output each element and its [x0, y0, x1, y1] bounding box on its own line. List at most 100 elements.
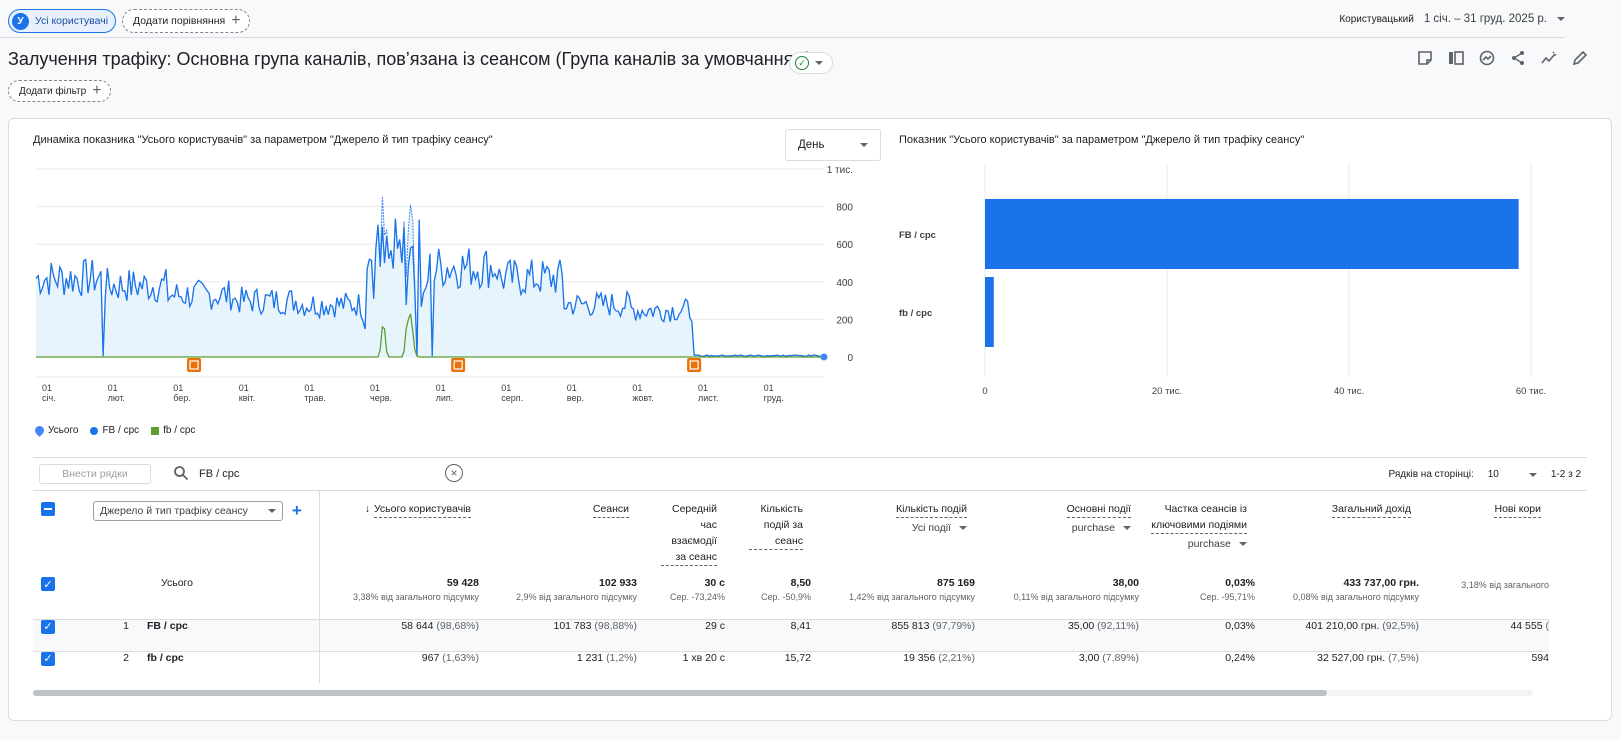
- date-range-picker[interactable]: Користувацький 1 січ. – 31 груд. 2025 р.: [1339, 13, 1565, 25]
- granularity-value: День: [798, 139, 825, 151]
- x-tick-day: 01: [370, 383, 380, 393]
- cell-value: 1 231: [576, 651, 604, 664]
- legend-item-fb-cpc-lower[interactable]: fb / cpc: [151, 425, 195, 436]
- cell-value: 32 527,00 грн.: [1317, 651, 1386, 664]
- table-row[interactable]: ✓ 1 FB / cpc 58 644 (98,68%) 101 783 (98,88%…: [33, 618, 1549, 651]
- col-label: Усього користувачів: [373, 501, 471, 518]
- insights-icon[interactable]: [1478, 49, 1496, 67]
- trend-icon[interactable]: [1540, 49, 1558, 67]
- totals-subtext: Сер. -50,9%: [760, 592, 811, 602]
- totals-cell: 8,50 Сер. -50,9%: [725, 577, 811, 619]
- x-tick-month: груд.: [764, 393, 784, 403]
- granularity-dropdown[interactable]: День: [785, 129, 881, 161]
- chevron-down-icon: [959, 526, 967, 530]
- date-range-label: 1 січ. – 31 груд. 2025 р.: [1423, 13, 1547, 25]
- row-checkbox[interactable]: ✓: [41, 651, 55, 666]
- header-divider: [0, 37, 1565, 38]
- series-line-fb-cpc-lower: [36, 313, 824, 358]
- totals-value: 433 737,00 грн.: [1343, 577, 1419, 589]
- search-input[interactable]: FB / cpc: [199, 468, 240, 480]
- col-header-total-revenue[interactable]: Загальний дохід: [1255, 491, 1419, 577]
- legend-item-total[interactable]: Усього: [33, 424, 78, 437]
- row-metric-cell: 15,72: [725, 650, 811, 683]
- table-search[interactable]: FB / cpc ×: [173, 462, 463, 486]
- col-header-new-users[interactable]: Нові кори: [1419, 491, 1549, 577]
- legend-label: FB / cpc: [102, 425, 140, 436]
- col-header-sessions[interactable]: Сеанси: [479, 491, 637, 577]
- row-select-cell: ✓: [33, 618, 93, 651]
- row-metric-cell: 0,24%: [1139, 650, 1255, 683]
- totals-checkbox[interactable]: ✓: [41, 577, 55, 591]
- x-tick-label: 40 тис.: [1334, 386, 1364, 397]
- col-header-key-events[interactable]: Основні події purchase: [975, 491, 1139, 577]
- event-filter-dropdown[interactable]: Усі події: [811, 522, 967, 534]
- add-rows-button[interactable]: Вн­ести рядки: [39, 464, 151, 484]
- dot-icon: [90, 426, 99, 435]
- edit-icon[interactable]: [1571, 49, 1589, 67]
- totals-subtext: 0,08% від загального підсумку: [1292, 592, 1419, 602]
- note-icon[interactable]: [1416, 49, 1434, 67]
- x-tick-month: квіт.: [239, 393, 255, 403]
- dimension-dropdown[interactable]: Джерело й тип трафіку сеансу: [93, 501, 283, 521]
- y-tick-label: 200: [836, 315, 853, 326]
- cell-percent: (98,68%): [436, 619, 479, 632]
- date-mode-label: Користувацький: [1339, 13, 1414, 25]
- add-dimension-icon[interactable]: +: [291, 501, 302, 520]
- clear-search-icon[interactable]: ×: [445, 464, 463, 482]
- col-header-session-key-rate[interactable]: Частка сеансів із ключовими подіями purch…: [1139, 491, 1255, 577]
- totals-subtext: 1,42% від загального підсумку: [848, 592, 975, 602]
- rate-filter-dropdown[interactable]: purchase: [1139, 538, 1247, 550]
- totals-value: 59 428: [446, 577, 479, 589]
- row-metric-cell: 3,00 (7,89%): [975, 650, 1139, 683]
- check-circle-icon: ✓: [795, 56, 809, 70]
- annotation-glyph: [189, 360, 199, 370]
- bar-chart: 0 20 тис. 40 тис. 60 тис. FB / cpc fb / cpc: [899, 163, 1546, 397]
- row-index: 2: [123, 651, 129, 664]
- col-header-avg-engagement[interactable]: Середній час взаємодії за сеанс: [637, 491, 725, 577]
- drop-icon: [33, 424, 46, 437]
- totals-cell: 433 737,00 грн. 0,08% від загального підс…: [1255, 577, 1419, 619]
- row-metric-cell: 1 хв 20 с: [637, 650, 725, 683]
- bar: [985, 277, 994, 347]
- row-metric-cell: 1 231 (1,2%): [479, 650, 637, 683]
- row-metric-cell: 58 644 (98,68%): [319, 618, 479, 651]
- x-tick-day: 01: [173, 383, 183, 393]
- table-header-row: Джерело й тип трафіку сеансу + ↓ Усього к…: [33, 491, 1549, 577]
- data-table: Джерело й тип трафіку сеансу + ↓ Усього к…: [33, 491, 1549, 683]
- rows-per-page-select[interactable]: 10: [1488, 469, 1537, 480]
- add-comparison-button[interactable]: Додати порівняння +: [122, 9, 250, 33]
- category-label: FB / cpc: [899, 230, 936, 241]
- cell-value: 29 с: [705, 619, 725, 632]
- totals-subtext: Сер. -73,24%: [669, 592, 725, 602]
- segment-chip-all-users[interactable]: У Усі користувачі: [8, 9, 116, 33]
- compare-icon[interactable]: [1447, 49, 1465, 67]
- add-filter-button[interactable]: Додати фільтр +: [8, 80, 111, 102]
- report-status-menu[interactable]: ✓: [789, 52, 833, 74]
- y-tick-label: 600: [836, 240, 853, 251]
- table-toolbar: [33, 457, 1587, 491]
- pagination-label: 1-2 з 2: [1550, 469, 1581, 480]
- totals-select-cell: ✓: [33, 577, 93, 619]
- row-checkbox[interactable]: ✓: [41, 619, 55, 634]
- chevron-down-icon: [815, 61, 823, 65]
- col-header-event-count[interactable]: Кількість подій Усі події: [811, 491, 975, 577]
- totals-value: 0,03%: [1225, 577, 1255, 589]
- horizontal-scrollbar-thumb[interactable]: [33, 690, 1327, 696]
- x-tick-day: 01: [436, 383, 446, 393]
- row-metric-cell: 32 527,00 грн. (7,5%): [1255, 650, 1419, 683]
- col-header-events-per-session[interactable]: Кількість подій за сеанс: [725, 491, 811, 577]
- legend-item-fb-cpc-upper[interactable]: FB / cpc: [90, 425, 139, 436]
- select-all-checkbox[interactable]: [41, 502, 55, 516]
- share-icon[interactable]: [1509, 49, 1527, 67]
- key-event-filter-dropdown[interactable]: purchase: [975, 522, 1131, 534]
- totals-cell: 38,00 0,11% від загального підсумку: [975, 577, 1139, 619]
- cell-value: 967: [421, 651, 440, 664]
- col-header-total-users[interactable]: ↓ Усього користувачів: [319, 491, 479, 577]
- totals-cell: 59 428 3,38% від загального підсумку: [319, 577, 479, 619]
- totals-value: 38,00: [1112, 577, 1139, 589]
- annotation-icon: [187, 358, 202, 372]
- table-row[interactable]: ✓ 2 fb / cpc 967 (1,63%) 1 231 (1,2%) 1 хв 20…: [33, 650, 1549, 683]
- cell-percent: (92,5%): [1382, 619, 1419, 632]
- row-dimension-value: FB / cpc: [147, 619, 188, 632]
- row-metric-cell: 101 783 (98,88%): [479, 618, 637, 651]
